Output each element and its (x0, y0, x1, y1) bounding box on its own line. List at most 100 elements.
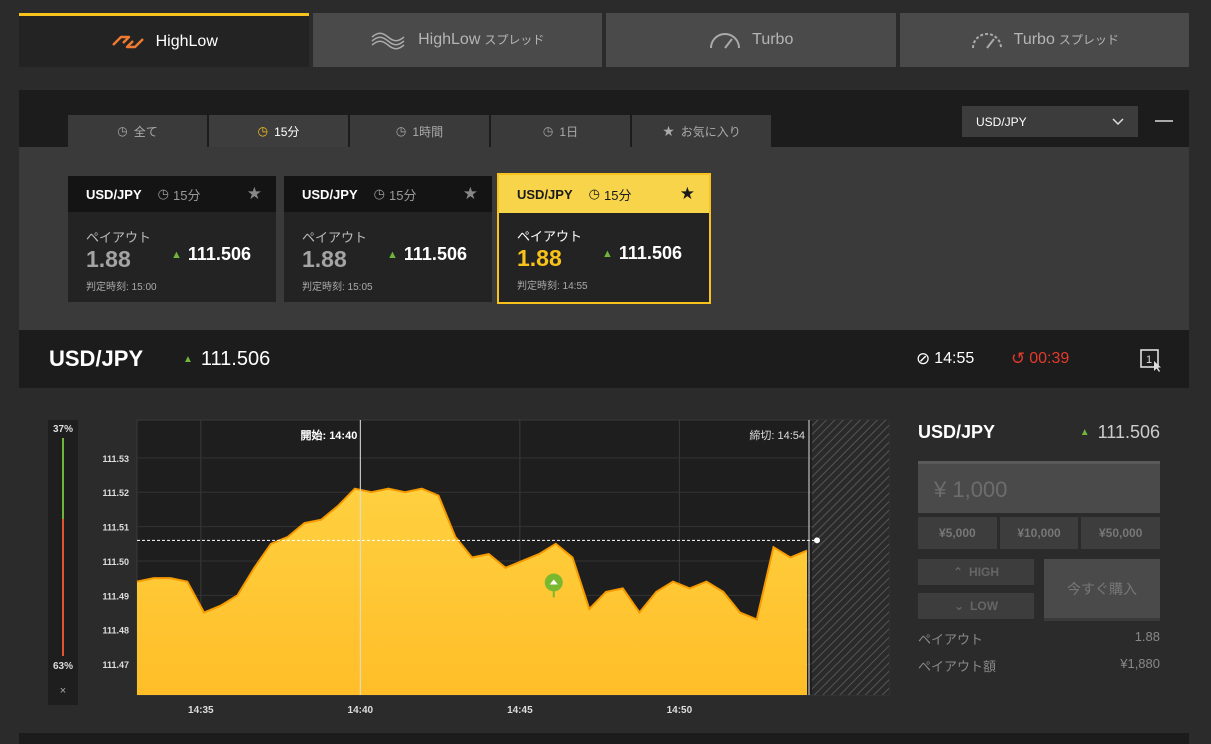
start-time-label: 開始: 14:40 (300, 428, 357, 442)
trade-pair: USD/JPY (918, 422, 996, 442)
tab-label: HighLow スプレッド (418, 31, 545, 48)
y-tick-label: 111.47 (102, 660, 129, 670)
card-duration: ◷ 15分 (588, 186, 632, 203)
turbo-spread-speedometer-icon (971, 33, 1002, 49)
preset-10000-button[interactable]: ¥10,000 (999, 517, 1079, 549)
trade-marker-arrow (549, 579, 558, 585)
trade-actions: ⌃ HIGH ⌄ LOW 今すぐ購入 (918, 559, 1160, 621)
x-tick-label: 14:45 (507, 705, 533, 716)
filter-tab-1day[interactable]: ◷ 1日 (491, 115, 630, 147)
currency-pair-select[interactable]: USD/JPY (962, 106, 1138, 137)
option-card-selected[interactable]: USD/JPY ◷ 15分 ★ ペイアウト 1.88 ▲ 111.506 判定時刻:… (497, 173, 711, 304)
asset-pair-title: USD/JPY (49, 346, 144, 371)
card-payout-value: 1.88 (302, 246, 347, 272)
pair-select-value: USD/JPY (976, 114, 1027, 129)
bottom-strip (19, 733, 1189, 744)
filter-bar: ◷ 全て ◷ 15分 ◷ 1時間 ◷ 1日 ★ お気に入り USD/JPY (19, 90, 1189, 147)
star-icon[interactable]: ★ (462, 184, 478, 203)
investment-amount-input[interactable]: ¥ 1,000 (918, 461, 1160, 513)
card-payout-label: ペイアウト (86, 230, 152, 245)
card-rate: ▲ 111.506 (602, 243, 682, 263)
trade-rate: ▲ 111.506 (1079, 422, 1160, 442)
collapse-button[interactable] (1155, 120, 1173, 122)
history-clock-icon: ↺ (1011, 349, 1026, 368)
tab-label: Turbo (752, 31, 794, 48)
low-percentage: 63% (52, 661, 73, 672)
star-icon[interactable]: ★ (246, 184, 262, 203)
x-tick-label: 14:35 (188, 705, 214, 716)
card-payout-value: 1.88 (86, 246, 131, 272)
card-duration: ◷ 15分 (157, 186, 201, 203)
buy-now-button[interactable]: 今すぐ購入 (1044, 559, 1160, 621)
y-tick-label: 111.48 (102, 626, 129, 636)
clock-icon: ◷ (157, 186, 169, 201)
amount-presets: ¥5,000 ¥10,000 ¥50,000 (918, 517, 1161, 549)
no-entry-icon: ⊘ (916, 349, 931, 368)
card-header: USD/JPY ◷ 15分 ★ (68, 176, 276, 212)
clock-icon: ◷ (373, 186, 385, 201)
card-pair: USD/JPY (86, 186, 142, 202)
option-card[interactable]: USD/JPY ◷ 15分 ★ ペイアウト 1.88 ▲ 111.506 判定時刻:… (284, 176, 492, 302)
up-chevron-icon: ⌃ (952, 565, 964, 579)
tab-label: HighLow (155, 32, 218, 50)
payout-row: ペイアウト 1.88 (918, 629, 1160, 647)
high-bar (62, 438, 64, 519)
highlow-icon (111, 35, 144, 48)
x-tick-label: 14:50 (667, 705, 693, 716)
filter-tab-1hour[interactable]: ◷ 1時間 (350, 115, 489, 147)
card-rate: ▲ 111.506 (387, 244, 467, 264)
product-tabs: HighLow HighLow スプレッド Turbo Turbo スプレッド (19, 13, 1189, 67)
y-tick-label: 111.52 (102, 488, 129, 498)
tab-turbo[interactable]: Turbo (606, 13, 896, 67)
current-rate-dot (814, 537, 820, 544)
trade-main-panel: 37% 63% × 開始: 14:40 締切: 14:54 111.53 111.52… (19, 388, 1189, 733)
card-expiry: 判定時刻: 15:05 (302, 282, 373, 293)
clock-icon: ◷ (257, 124, 269, 138)
card-header: USD/JPY ◷ 15分 ★ (499, 175, 709, 213)
filter-tab-all[interactable]: ◷ 全て (68, 115, 207, 147)
card-payout-label: ペイアウト (302, 230, 368, 245)
y-tick-label: 111.53 (102, 454, 129, 464)
close-time-label: 締切: 14:54 (749, 428, 805, 442)
option-card[interactable]: USD/JPY ◷ 15分 ★ ペイアウト 1.88 ▲ 111.506 判定時刻:… (68, 176, 276, 302)
option-cards: USD/JPY ◷ 15分 ★ ペイアウト 1.88 ▲ 111.506 判定時刻:… (19, 147, 1189, 330)
payout-amount-row: ペイアウト額 ¥1,880 (918, 656, 1160, 674)
down-chevron-icon: ⌄ (953, 599, 965, 613)
filter-tab-favorites[interactable]: ★ お気に入り (632, 115, 771, 147)
high-percentage: 37% (52, 424, 73, 435)
filter-tab-15min[interactable]: ◷ 15分 (209, 115, 348, 147)
tab-label: Turbo スプレッド (1013, 31, 1119, 48)
tab-highlow-spread[interactable]: HighLow スプレッド (312, 13, 602, 67)
low-bar (62, 518, 64, 656)
card-payout-value: 1.88 (517, 245, 562, 271)
x-tick-label: 14:40 (348, 705, 374, 716)
preset-5000-button[interactable]: ¥5,000 (918, 517, 997, 549)
closed-zone (812, 420, 889, 695)
preset-50000-button[interactable]: ¥50,000 (1081, 517, 1161, 549)
up-arrow-icon: ▲ (171, 248, 182, 261)
svg-text:1: 1 (1146, 354, 1152, 366)
tab-highlow[interactable]: HighLow (19, 13, 309, 67)
trade-panel: USD/JPY ▲ 111.506 ¥ 1,000 ¥5,000 ¥10,000 … (918, 422, 1161, 675)
y-tick-label: 111.51 (102, 523, 129, 533)
chevron-down-icon (1112, 117, 1124, 125)
sentiment-gauge: 37% 63% × (48, 420, 78, 705)
turbo-speedometer-icon (710, 33, 741, 49)
card-expiry: 判定時刻: 15:00 (86, 282, 157, 293)
highlow-spread-icon (371, 32, 405, 50)
card-rate: ▲ 111.506 (171, 244, 251, 264)
one-click-icon[interactable]: 1 (1139, 348, 1163, 377)
low-button[interactable]: ⌄ LOW (918, 593, 1034, 621)
high-button[interactable]: ⌃ HIGH (918, 559, 1034, 587)
clock-icon: ◷ (542, 124, 554, 138)
tab-turbo-spread[interactable]: Turbo スプレッド (899, 13, 1189, 67)
up-arrow-icon: ▲ (387, 248, 398, 261)
clock-icon: ◷ (395, 124, 407, 138)
card-pair: USD/JPY (517, 186, 573, 202)
up-arrow-icon: ▲ (183, 354, 193, 365)
clock-icon: ◷ (117, 124, 128, 138)
close-icon[interactable]: × (59, 685, 67, 697)
star-icon[interactable]: ★ (679, 184, 695, 203)
price-chart[interactable]: 開始: 14:40 締切: 14:54 111.53 111.52 111.51 111.… (87, 412, 897, 722)
card-expiry: 判定時刻: 14:55 (517, 281, 588, 292)
